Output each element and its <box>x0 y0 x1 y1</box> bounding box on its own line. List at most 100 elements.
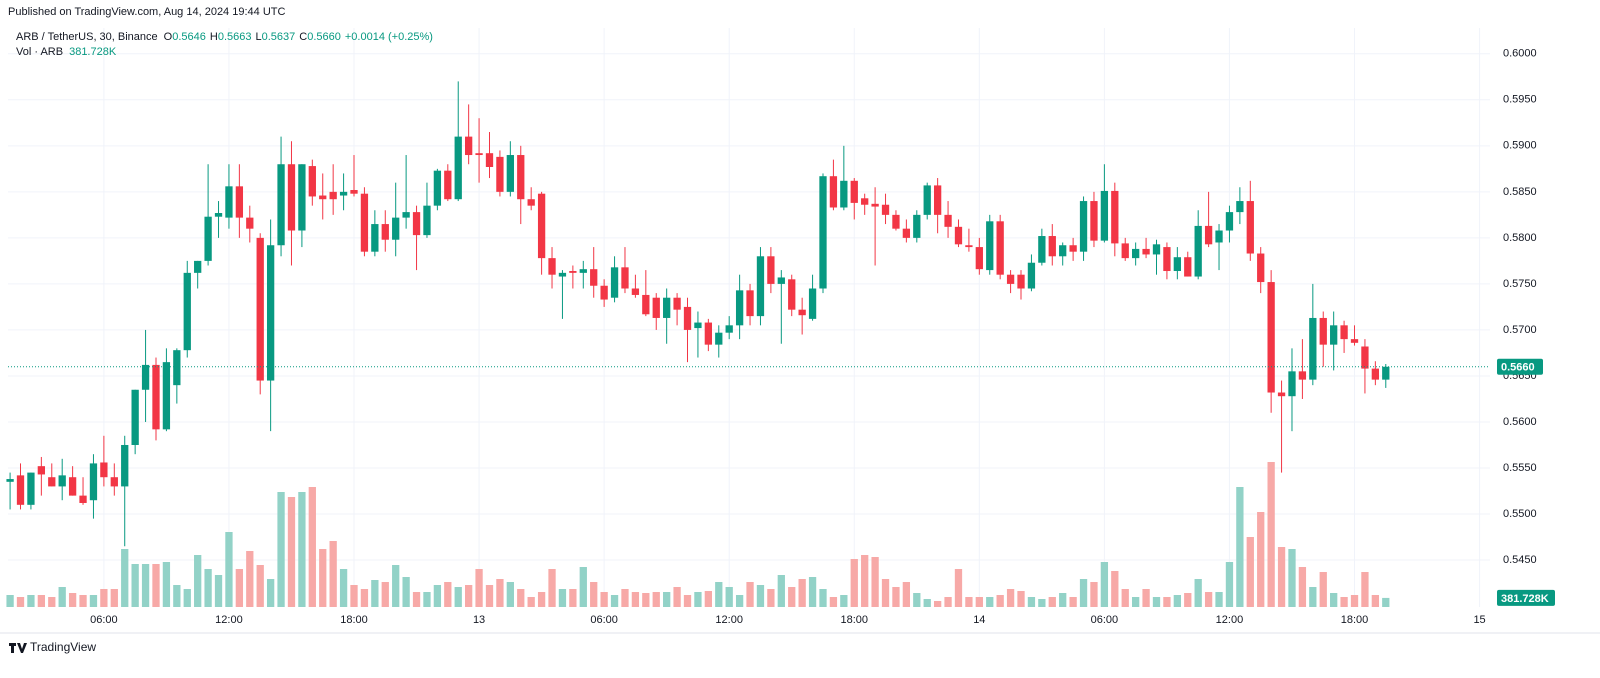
brand-name: TradingView <box>30 640 96 654</box>
volume-bar <box>1246 537 1254 607</box>
legend-key: O <box>164 31 173 43</box>
candle-body <box>944 214 952 227</box>
volume-bar <box>1152 597 1161 607</box>
candle-body <box>527 199 535 206</box>
candle-body <box>173 350 181 386</box>
candle-body <box>756 256 765 317</box>
volume-bar <box>1027 597 1036 607</box>
volume-bar <box>1340 597 1348 607</box>
candle-body <box>214 213 223 217</box>
candle-body <box>194 260 202 273</box>
candle-body <box>1027 262 1036 289</box>
volume-bar <box>788 587 796 607</box>
y-tick-label: 0.5450 <box>1503 554 1537 566</box>
volume-bar <box>319 549 327 607</box>
volume-bar <box>496 579 504 607</box>
candle-body <box>861 198 869 205</box>
volume-bar <box>475 569 483 607</box>
candle-body <box>652 297 660 318</box>
volume-bar <box>1288 549 1296 607</box>
volume-bar <box>454 587 462 607</box>
volume-bar <box>902 582 911 607</box>
legend-key: C <box>299 31 307 43</box>
candle-body <box>913 214 921 238</box>
last-price-label: 0.5660 <box>1501 362 1535 374</box>
volume-bar <box>652 592 660 607</box>
last-price-tag <box>1497 358 1543 375</box>
candle-body <box>1111 190 1119 244</box>
volume-bar <box>673 587 681 607</box>
candle-body <box>975 247 983 270</box>
candle-body <box>1330 325 1338 345</box>
candle-body <box>881 204 890 215</box>
candle-body <box>642 294 650 315</box>
volume-bar <box>194 555 202 607</box>
candle-body <box>141 364 150 390</box>
candle-body <box>89 463 98 501</box>
volume-bar <box>183 589 191 607</box>
volume-bar <box>1038 599 1046 607</box>
candle-body <box>444 170 452 200</box>
candle-body <box>225 186 233 218</box>
candle-body <box>1246 201 1254 254</box>
volume-bar <box>266 579 275 607</box>
candle-body <box>610 267 619 298</box>
volume-bar <box>527 597 535 607</box>
volume-bar <box>996 595 1004 607</box>
volume-bar <box>1236 487 1244 607</box>
candle-body <box>569 271 577 273</box>
candle-body <box>131 389 139 445</box>
candle-body <box>496 156 504 192</box>
volume-bar <box>433 585 442 607</box>
y-tick-label: 0.5500 <box>1503 508 1537 520</box>
last-volume-label: 381.728K <box>1501 593 1549 605</box>
volume-bar <box>392 565 400 607</box>
volume-bar <box>704 591 713 607</box>
candle-body <box>266 245 275 381</box>
volume-bar <box>642 593 650 607</box>
volume-bar <box>892 587 900 607</box>
x-tick-label: 12:00 <box>215 614 243 626</box>
candle-body <box>465 136 473 156</box>
volume-bar <box>517 589 525 607</box>
volume-bar <box>850 559 858 607</box>
volume-bar <box>360 589 369 607</box>
volume-bar <box>350 585 358 607</box>
candle-body <box>902 228 911 238</box>
x-tick-label: 15 <box>1473 614 1485 626</box>
legend-key: L <box>255 31 261 43</box>
candle-body <box>183 272 191 351</box>
volume-bar <box>798 579 806 607</box>
candle-body <box>1361 346 1369 369</box>
candle-body <box>892 214 900 229</box>
volume-bar <box>329 541 337 607</box>
volume-bar <box>1215 592 1223 607</box>
candle-body <box>923 185 931 215</box>
volume-bar <box>954 569 963 607</box>
candle-body <box>663 297 671 318</box>
candle-body <box>1277 392 1286 397</box>
candle-body <box>1309 317 1317 380</box>
volume-bar <box>89 595 98 607</box>
volume-bar <box>141 564 150 607</box>
volume-bar <box>631 592 640 607</box>
y-tick-label: 0.5900 <box>1503 140 1537 152</box>
volume-bar <box>465 585 473 607</box>
volume-bar <box>48 597 56 607</box>
candle-body <box>954 226 963 245</box>
volume-bar <box>986 597 994 607</box>
candle-body <box>1257 253 1265 283</box>
legend-value: 0.5660 <box>307 31 341 43</box>
candle-body <box>381 224 389 240</box>
y-tick-label: 0.5800 <box>1503 232 1537 244</box>
axes: 0.6000 0.5950 0.5900 0.5850 0.5800 0.5750 0.57… <box>8 48 1555 626</box>
volume-bar <box>579 567 587 607</box>
candle-body <box>1215 230 1223 243</box>
candle-body <box>79 495 87 503</box>
volume-bar <box>965 597 973 607</box>
volume-bar <box>152 564 160 607</box>
volume-bar <box>58 587 66 607</box>
y-tick-label: 0.6000 <box>1503 48 1537 60</box>
volume-bar <box>1382 597 1390 607</box>
candle-body <box>1382 366 1390 380</box>
